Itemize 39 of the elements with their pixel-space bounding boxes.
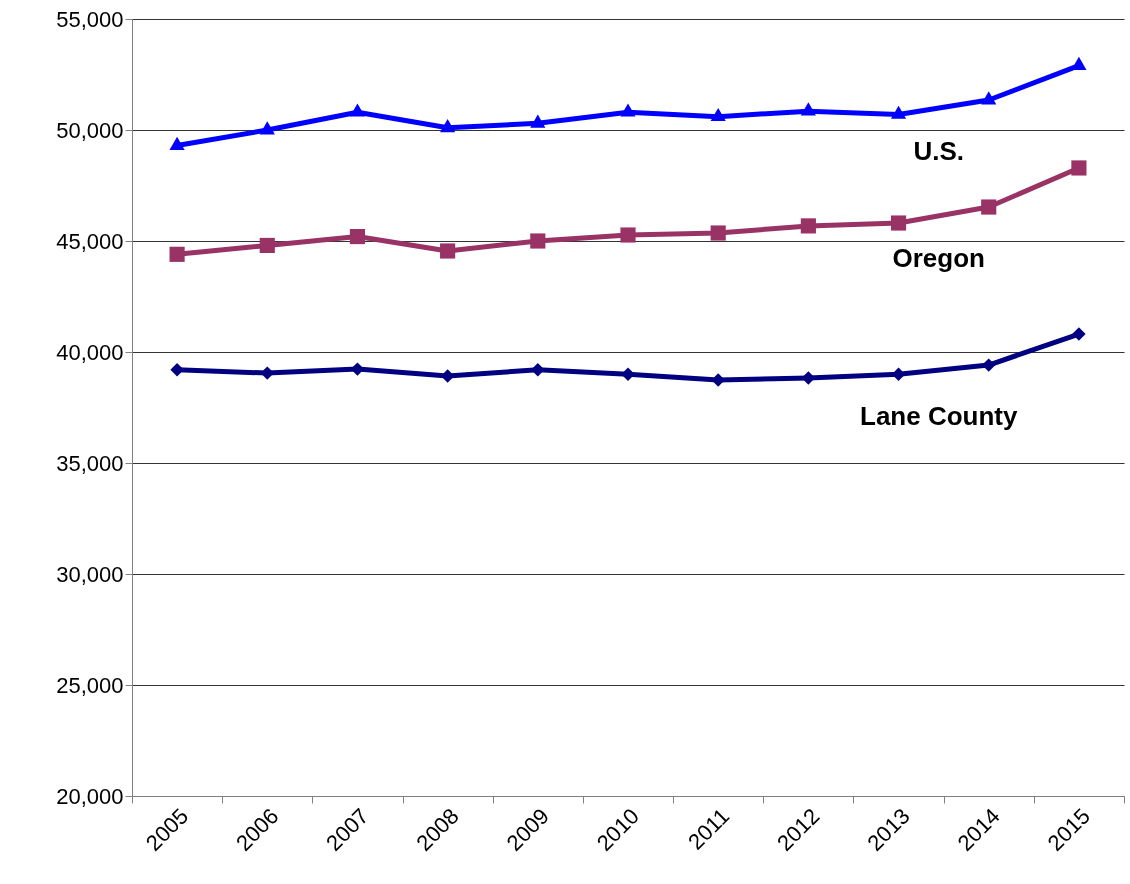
series-label: U.S. xyxy=(913,136,965,167)
point xyxy=(531,363,545,377)
point xyxy=(620,103,636,117)
point xyxy=(621,367,635,381)
point xyxy=(710,225,726,241)
point xyxy=(530,114,546,128)
y-tick-label: 30,000 xyxy=(56,561,124,587)
y-tick-label: 40,000 xyxy=(56,339,124,365)
y-tick-label: 35,000 xyxy=(56,450,124,476)
y-tick-label: 45,000 xyxy=(56,228,124,254)
point xyxy=(259,237,275,254)
point xyxy=(169,136,185,150)
y-tick-label: 50,000 xyxy=(56,117,124,143)
point xyxy=(260,366,274,380)
point xyxy=(981,91,997,105)
point xyxy=(711,373,725,387)
series-label: Oregon xyxy=(892,243,985,274)
point xyxy=(800,102,816,116)
y-tick-label: 25,000 xyxy=(56,672,124,698)
point xyxy=(349,103,366,117)
point xyxy=(530,233,546,249)
point xyxy=(981,199,997,215)
point xyxy=(982,358,996,372)
point xyxy=(890,215,907,231)
point xyxy=(890,105,907,119)
y-tick-label: 55,000 xyxy=(56,6,124,32)
point xyxy=(620,227,636,243)
point xyxy=(349,228,366,245)
point xyxy=(259,121,275,135)
point xyxy=(170,363,184,377)
point xyxy=(1071,160,1087,176)
point xyxy=(1072,327,1086,341)
point xyxy=(440,243,456,259)
point xyxy=(169,246,185,262)
y-tick-label: 20,000 xyxy=(56,783,124,809)
series-label: Lane County xyxy=(860,401,1018,432)
point xyxy=(440,119,456,133)
point xyxy=(800,218,816,234)
point xyxy=(710,107,726,122)
